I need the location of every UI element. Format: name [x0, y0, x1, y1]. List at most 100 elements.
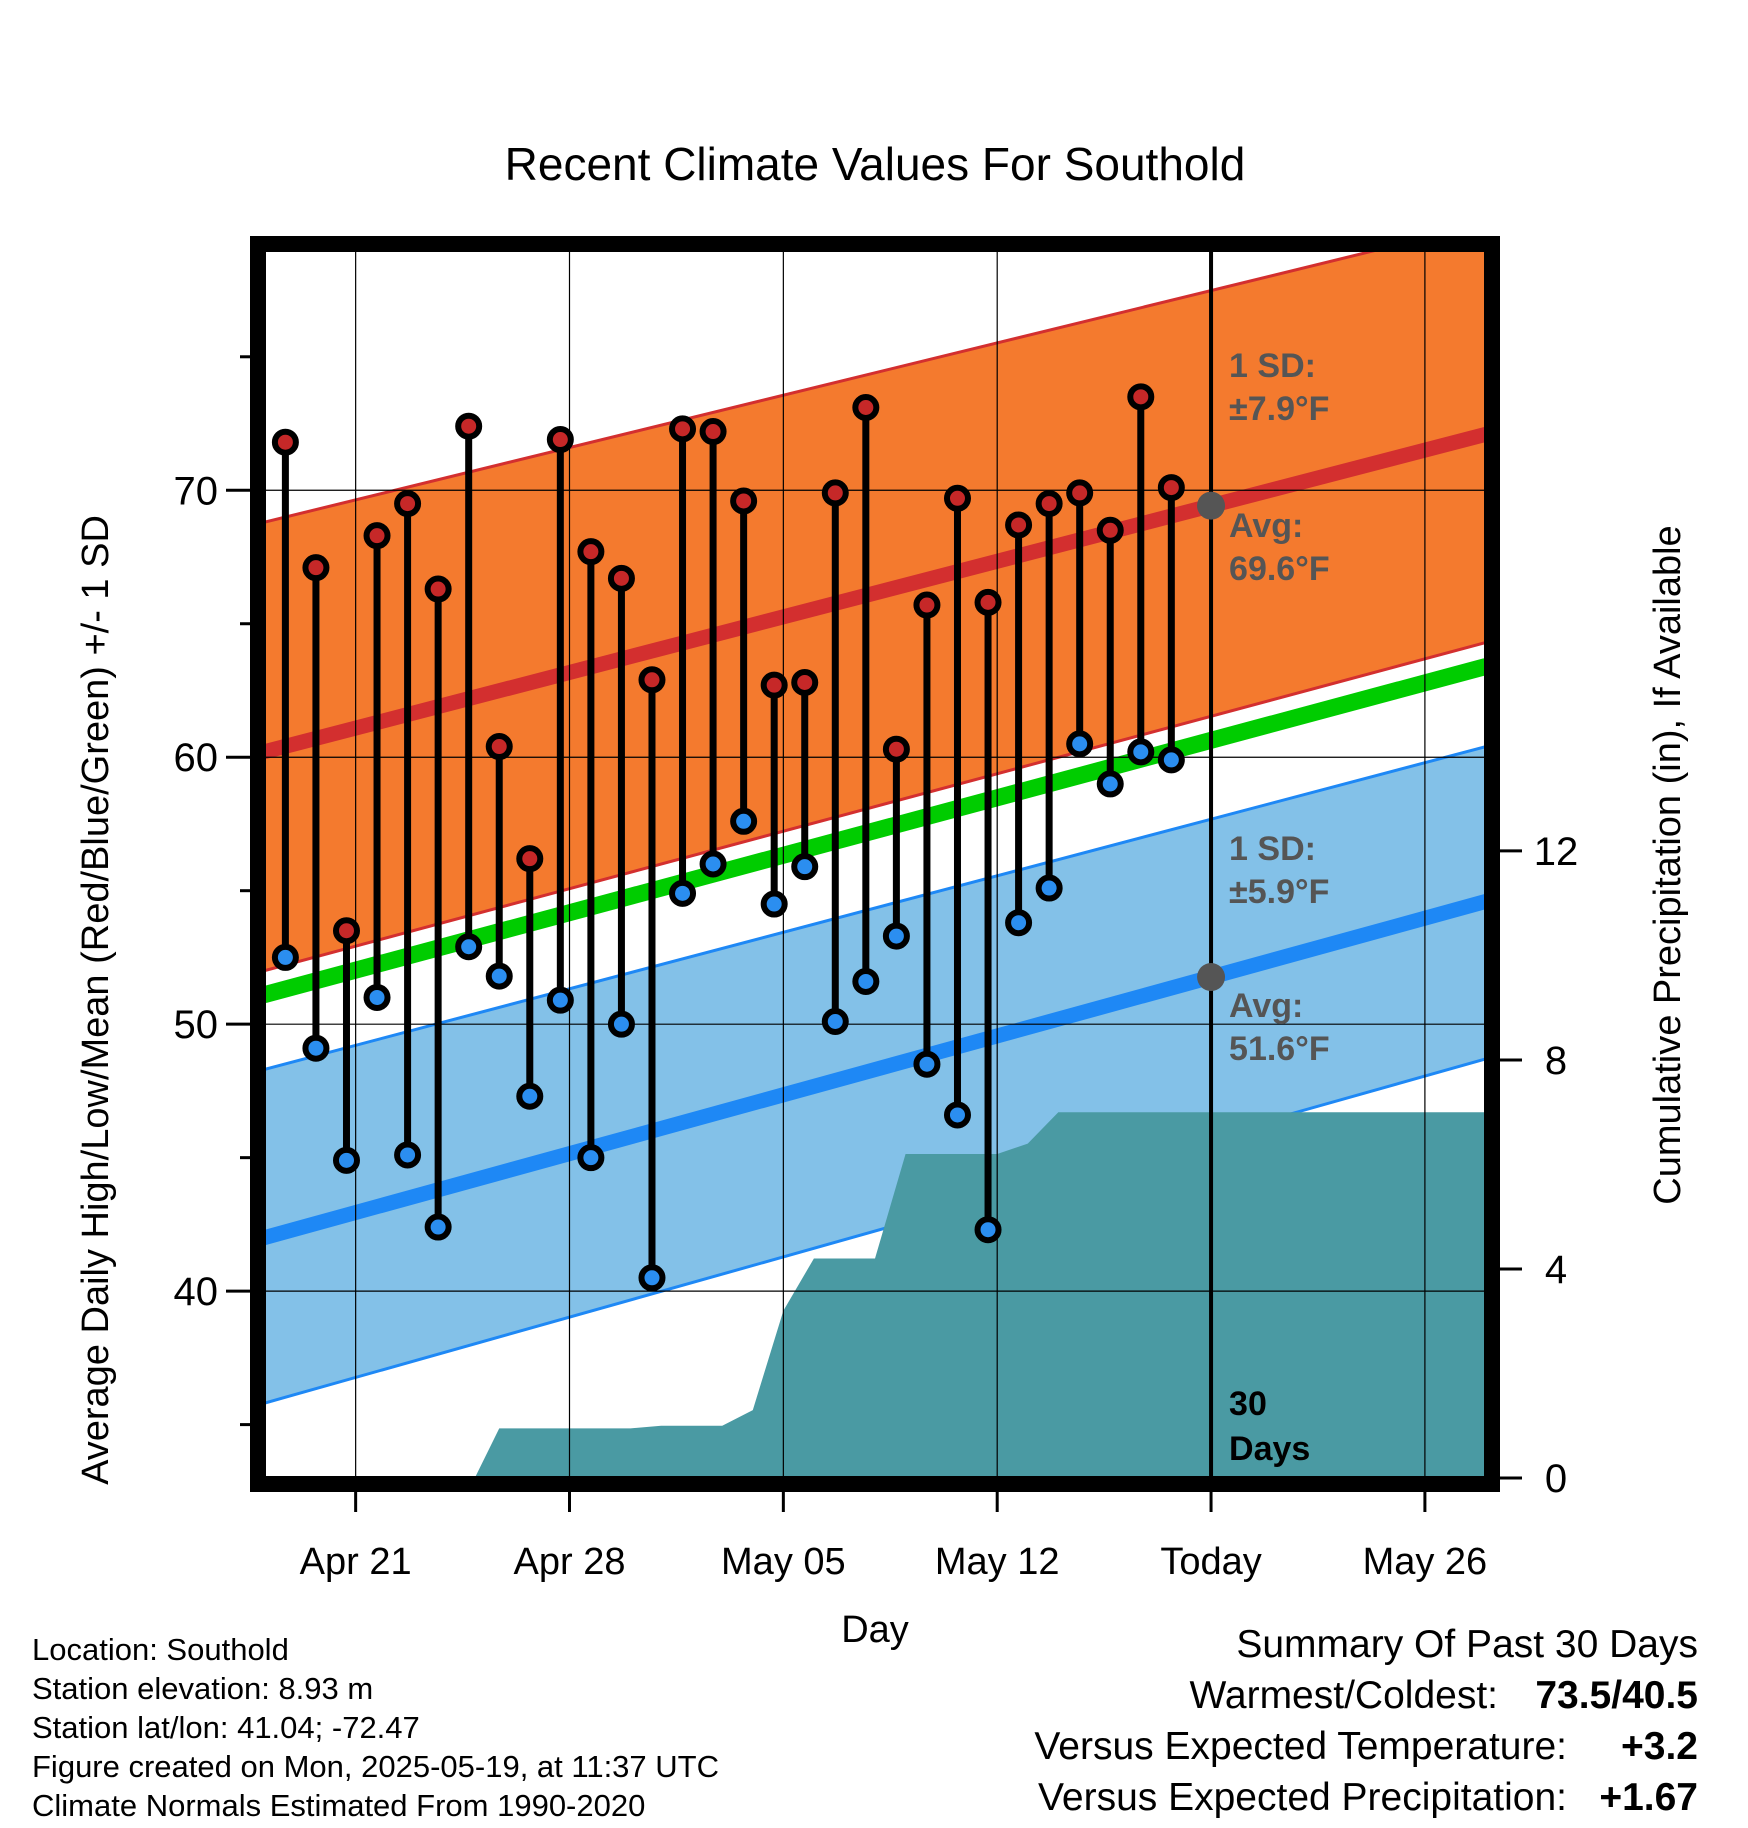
- low-point: [974, 1216, 1002, 1244]
- low-avg-label: Avg:: [1229, 987, 1303, 1025]
- summary-warmest-label: Warmest/Coldest:: [1190, 1674, 1498, 1717]
- x-tick-label: Apr 21: [300, 1541, 412, 1583]
- high-point: [1127, 383, 1155, 411]
- y-left-tick-label: 60: [174, 736, 219, 780]
- high-point: [638, 666, 666, 694]
- low-sd-band-upper-edge: [264, 745, 1486, 1072]
- high-point: [821, 479, 849, 507]
- high-point: [302, 554, 330, 582]
- info-latlon: Station lat/lon: 41.04; -72.47: [32, 1710, 420, 1745]
- high-avg-value: 69.6°F: [1229, 550, 1330, 588]
- high-point: [607, 564, 635, 592]
- high-point: [577, 538, 605, 566]
- high-point: [1035, 490, 1063, 518]
- info-normals: Climate Normals Estimated From 1990-2020: [32, 1788, 645, 1823]
- info-location: Location: Southold: [32, 1632, 289, 1667]
- high-point: [546, 426, 574, 454]
- today-low-avg-marker: [1197, 963, 1226, 992]
- high-point: [424, 575, 452, 603]
- high-point: [730, 487, 758, 515]
- low-point: [1035, 874, 1063, 902]
- low-point: [546, 986, 574, 1014]
- info-created: Figure created on Mon, 2025-05-19, at 11…: [32, 1749, 719, 1784]
- low-point: [424, 1213, 452, 1241]
- low-point: [1096, 770, 1124, 798]
- low-point: [821, 1008, 849, 1036]
- low-point: [1005, 909, 1033, 937]
- low-point: [485, 962, 513, 990]
- low-point: [394, 1141, 422, 1169]
- high-point: [1066, 479, 1094, 507]
- high-point: [913, 591, 941, 619]
- summary-temp-value: +3.2: [1621, 1725, 1698, 1768]
- x-tick-label: May 26: [1363, 1541, 1488, 1583]
- low-point: [577, 1144, 605, 1172]
- low-point: [882, 922, 910, 950]
- summary-panel: Summary Of Past 30 Days Warmest/Coldest:…: [1034, 1623, 1698, 1819]
- x-tick-label: Apr 28: [514, 1541, 626, 1583]
- days-word: Days: [1229, 1430, 1310, 1468]
- high-point: [943, 484, 971, 512]
- high-point: [760, 671, 788, 699]
- x-tick-label: Today: [1160, 1541, 1261, 1583]
- annotations: 1 SD: ±7.9°F Avg: 69.6°F 1 SD: ±5.9°F Avg: 51.6…: [1229, 347, 1330, 1468]
- y-right-tick-label: 12: [1534, 830, 1579, 874]
- high-point: [669, 415, 697, 443]
- y-left-tick-label: 50: [174, 1003, 219, 1047]
- low-point: [730, 807, 758, 835]
- low-point: [1066, 730, 1094, 758]
- low-point: [638, 1264, 666, 1292]
- high-point: [699, 418, 727, 446]
- y-axis-left-label: Average Daily High/Low/Mean (Red/Blue/Gr…: [75, 515, 117, 1485]
- low-normal-line: [264, 894, 1486, 1245]
- high-point: [363, 522, 391, 550]
- high-point: [852, 394, 880, 422]
- y-right-tick-label: 4: [1545, 1248, 1567, 1292]
- low-point: [332, 1146, 360, 1174]
- low-point: [760, 890, 788, 918]
- low-point: [669, 879, 697, 907]
- x-tick-label: May 12: [935, 1541, 1060, 1583]
- low-sd-label: 1 SD:: [1229, 830, 1316, 868]
- station-info: Location: Southold Station elevation: 8.…: [32, 1632, 719, 1823]
- low-point: [607, 1010, 635, 1038]
- daily-series: [271, 383, 1226, 1292]
- low-point: [516, 1082, 544, 1110]
- low-point: [302, 1034, 330, 1062]
- low-point: [943, 1101, 971, 1129]
- y-axis-right-label: Cumulative Precipitation (in), If Availa…: [1647, 525, 1689, 1204]
- high-point: [1096, 516, 1124, 544]
- y-right-tick-label: 0: [1545, 1457, 1567, 1501]
- plot-frame: [250, 236, 1500, 1492]
- y-right-tick-label: 8: [1545, 1039, 1567, 1083]
- summary-temp-label: Versus Expected Temperature:: [1034, 1725, 1567, 1768]
- low-point: [913, 1050, 941, 1078]
- summary-title: Summary Of Past 30 Days: [1236, 1623, 1698, 1666]
- low-point: [271, 943, 299, 971]
- high-point: [1157, 474, 1185, 502]
- high-point: [516, 845, 544, 873]
- axes: Apr 21 Apr 28 May 05 May 12 Today May 2640506…: [174, 355, 1579, 1583]
- high-avg-label: Avg:: [1229, 507, 1303, 545]
- low-point: [455, 933, 483, 961]
- high-point: [455, 412, 483, 440]
- x-tick-label: May 05: [721, 1541, 846, 1583]
- low-point: [791, 853, 819, 881]
- low-point: [852, 967, 880, 995]
- high-point: [332, 917, 360, 945]
- y-left-tick-label: 40: [174, 1270, 219, 1314]
- high-point: [485, 733, 513, 761]
- low-point: [1127, 738, 1155, 766]
- y-left-tick-label: 70: [174, 469, 219, 513]
- low-point: [699, 850, 727, 878]
- high-point: [974, 588, 1002, 616]
- today-high-avg-marker: [1197, 491, 1226, 520]
- low-point: [363, 983, 391, 1011]
- summary-warmest-value: 73.5/40.5: [1535, 1674, 1698, 1717]
- high-point: [791, 668, 819, 696]
- high-sd-label: 1 SD:: [1229, 347, 1316, 385]
- low-point: [1157, 746, 1185, 774]
- summary-precip-value: +1.67: [1599, 1776, 1698, 1819]
- high-point: [394, 490, 422, 518]
